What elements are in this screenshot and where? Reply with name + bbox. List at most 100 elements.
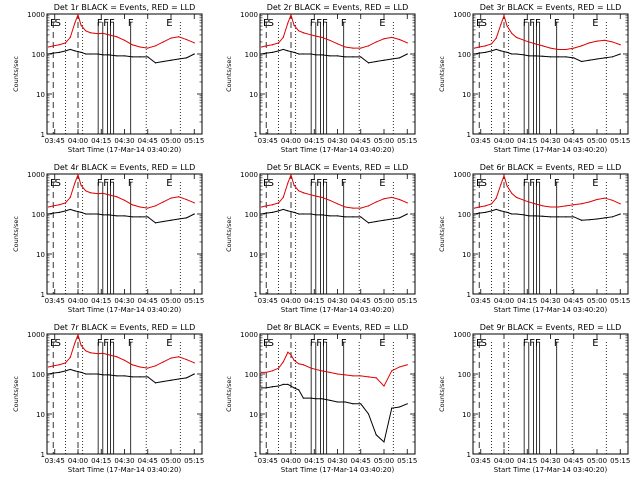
series-events-point bbox=[162, 220, 164, 223]
series-events-point bbox=[102, 374, 104, 376]
series-lld-point bbox=[293, 359, 295, 361]
series-events-point bbox=[47, 373, 50, 375]
plot-frame bbox=[259, 173, 416, 295]
series-lld-point bbox=[329, 371, 331, 373]
series-lld-point bbox=[491, 43, 493, 45]
x-tick-label: 04:45 bbox=[351, 297, 371, 305]
marker-label: E bbox=[592, 18, 598, 29]
plot-frame bbox=[472, 333, 629, 455]
series-events-point bbox=[271, 51, 273, 53]
series-lld-line bbox=[48, 173, 195, 209]
series-lld-point bbox=[147, 367, 149, 369]
series-lld-point bbox=[310, 367, 312, 369]
series-events-point bbox=[383, 59, 385, 61]
x-axis-label: Start Time (17-Mar-14 03:40:20) bbox=[494, 306, 608, 314]
y-tick-label: 10 bbox=[36, 411, 45, 419]
series-lld-point bbox=[367, 376, 370, 378]
y-tick-label: 100 bbox=[32, 51, 45, 59]
series-events-point bbox=[367, 62, 370, 64]
x-axis-label: Start Time (17-Mar-14 03:40:20) bbox=[68, 466, 182, 474]
series-events-point bbox=[495, 48, 497, 51]
x-tick-label: 05:00 bbox=[587, 137, 607, 145]
series-events-point bbox=[398, 217, 401, 219]
series-lld-point bbox=[97, 353, 99, 355]
panel-title: Det 1r BLACK = Events, RED = LLD bbox=[54, 3, 196, 12]
series-events-point bbox=[360, 216, 362, 218]
series-lld-point bbox=[271, 44, 273, 46]
series-lld-point bbox=[302, 192, 304, 194]
marker-label: FF bbox=[316, 178, 328, 189]
marker-label: F bbox=[97, 178, 103, 189]
series-events-line bbox=[261, 208, 408, 224]
series-events-point bbox=[108, 54, 110, 56]
x-tick-label: 05:15 bbox=[397, 457, 417, 465]
series-lld-point bbox=[154, 365, 157, 367]
x-tick-label: 03:45 bbox=[45, 457, 65, 465]
marker-label: E bbox=[50, 178, 56, 189]
series-lld-point bbox=[352, 375, 354, 377]
series-lld-point bbox=[282, 36, 284, 39]
y-tick-label: 1 bbox=[254, 131, 258, 139]
marker-label: F bbox=[128, 18, 134, 29]
y-tick-label: 10 bbox=[36, 251, 45, 259]
series-lld-point bbox=[375, 41, 377, 43]
series-lld-point bbox=[511, 192, 513, 194]
series-events-point bbox=[89, 53, 91, 55]
series-events-point bbox=[515, 213, 518, 215]
x-tick-label: 05:00 bbox=[587, 297, 607, 305]
series-lld-point bbox=[329, 39, 331, 41]
x-tick-label: 04:15 bbox=[304, 297, 324, 305]
series-events-line bbox=[48, 208, 195, 224]
x-tick-label: 05:00 bbox=[161, 297, 181, 305]
series-events-point bbox=[565, 216, 567, 218]
y-tick-label: 1000 bbox=[27, 331, 45, 339]
series-events-point bbox=[500, 210, 502, 212]
series-events-point bbox=[287, 210, 289, 212]
series-lld-point bbox=[265, 371, 267, 373]
series-events-point bbox=[367, 413, 370, 415]
series-events-point bbox=[523, 54, 525, 56]
series-events-line bbox=[261, 383, 408, 443]
marker-label: S bbox=[268, 338, 274, 349]
series-events-point bbox=[278, 385, 280, 387]
series-events-point bbox=[47, 53, 50, 55]
y-tick-label: 10 bbox=[462, 251, 471, 259]
x-tick-label: 04:45 bbox=[564, 457, 584, 465]
series-events-point bbox=[282, 208, 284, 211]
y-tick-label: 100 bbox=[245, 211, 258, 219]
series-lld-point bbox=[336, 43, 339, 45]
series-lld-point bbox=[293, 184, 295, 186]
series-lld-point bbox=[85, 350, 87, 352]
series-lld-line bbox=[261, 13, 408, 49]
series-lld-point bbox=[500, 23, 502, 25]
x-tick-label: 04:30 bbox=[540, 137, 560, 145]
series-events-point bbox=[406, 403, 408, 405]
series-events-point bbox=[290, 50, 292, 53]
panel-title: Det 7r BLACK = Events, RED = LLD bbox=[54, 323, 196, 332]
series-events-point bbox=[139, 376, 141, 378]
series-events-point bbox=[89, 213, 91, 215]
y-axis-label: Counts/sec bbox=[225, 56, 233, 92]
series-events-point bbox=[506, 211, 508, 213]
series-events-point bbox=[491, 50, 493, 52]
series-events-point bbox=[265, 212, 267, 214]
series-lld-point bbox=[406, 42, 408, 44]
y-tick-label: 1 bbox=[467, 451, 471, 459]
series-events-point bbox=[310, 53, 312, 55]
series-events-point bbox=[193, 213, 195, 215]
marker-label: F bbox=[128, 178, 134, 189]
series-events-point bbox=[375, 434, 377, 436]
series-lld-point bbox=[287, 182, 289, 184]
series-events-point bbox=[565, 56, 567, 58]
panel-title: Det 2r BLACK = Events, RED = LLD bbox=[267, 3, 409, 12]
series-lld-line bbox=[474, 174, 621, 209]
series-lld-point bbox=[139, 206, 141, 208]
series-events-point bbox=[406, 53, 408, 55]
series-lld-point bbox=[484, 45, 486, 47]
y-tick-label: 1000 bbox=[27, 171, 45, 179]
series-lld-point bbox=[383, 38, 385, 40]
series-lld-point bbox=[69, 356, 71, 359]
x-tick-label: 04:45 bbox=[351, 457, 371, 465]
y-axis-label: Counts/sec bbox=[225, 376, 233, 412]
series-events-point bbox=[352, 403, 354, 405]
